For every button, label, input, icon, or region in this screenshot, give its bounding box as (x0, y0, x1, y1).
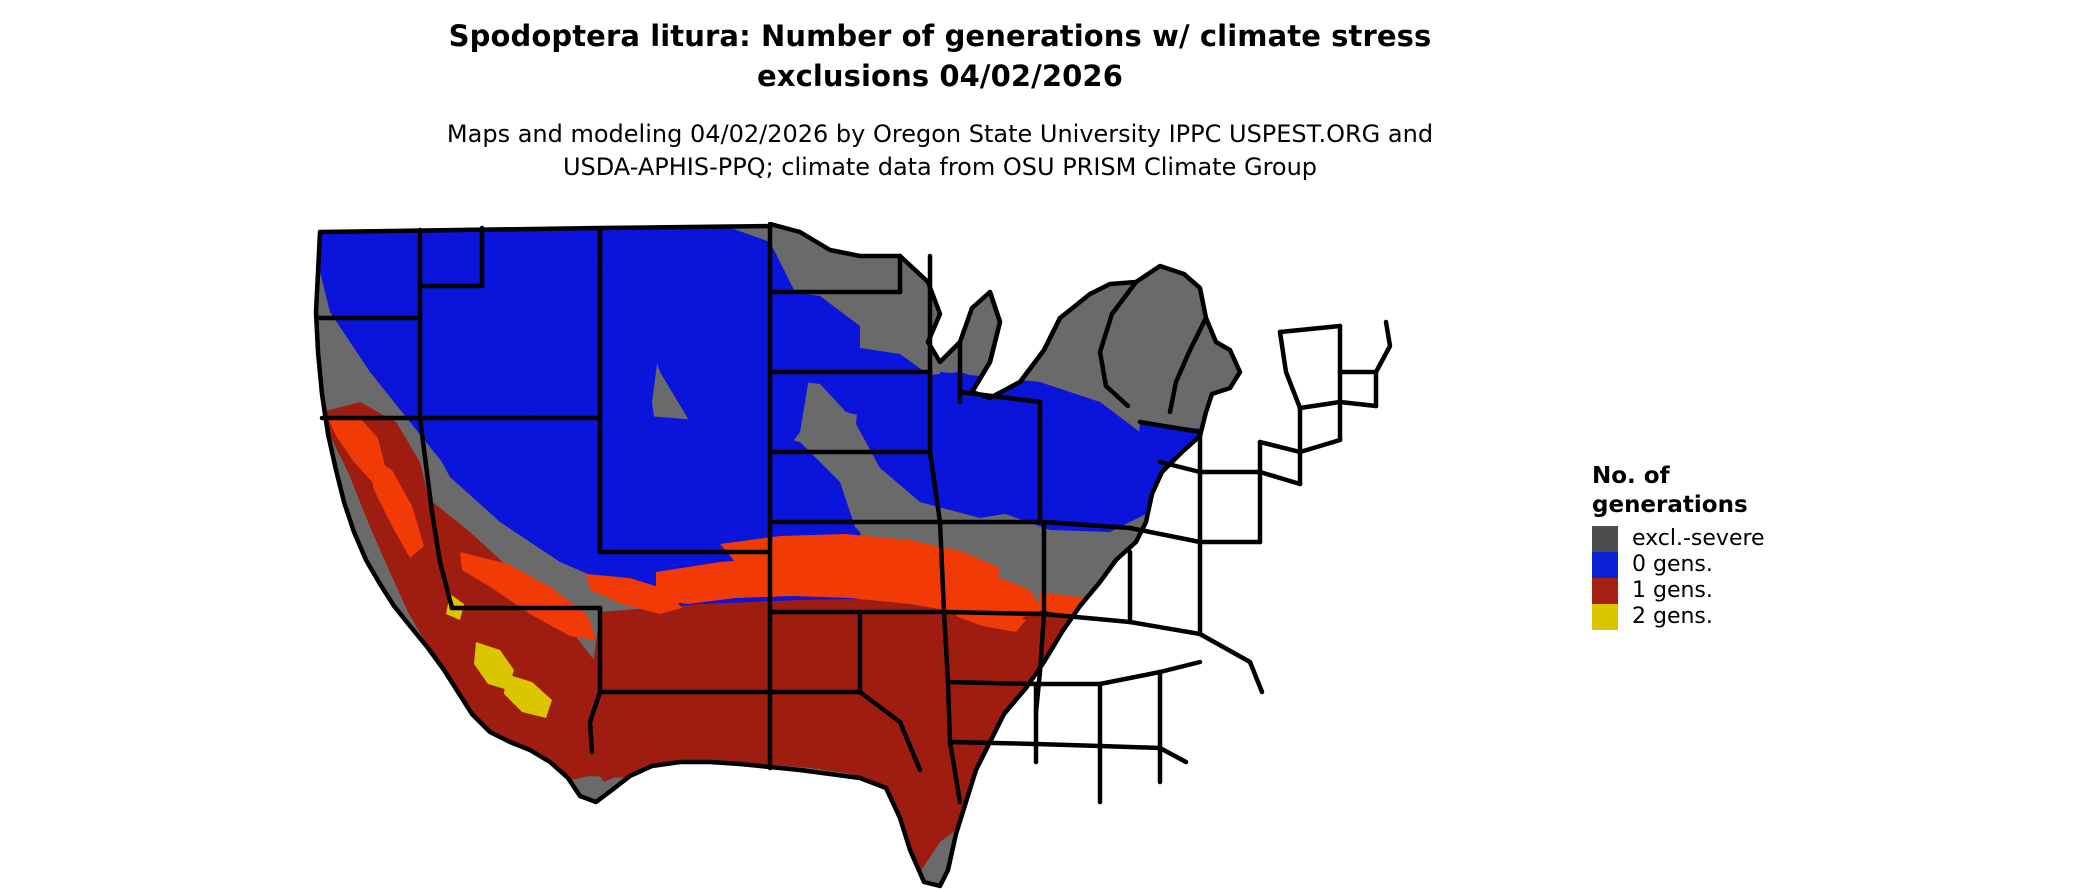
page-title: Spodoptera litura: Number of generations… (0, 16, 1880, 96)
legend-swatch-icon (1592, 578, 1618, 604)
legend-item-label: 0 gens. (1632, 552, 1713, 577)
legend-item-list: excl.-severe 0 gens. 1 gens. 2 gens. (1592, 526, 1852, 630)
legend-swatch-icon (1592, 526, 1618, 552)
legend-swatch-icon (1592, 604, 1618, 630)
subtitle-line-1: Maps and modeling 04/02/2026 by Oregon S… (446, 120, 1434, 148)
legend-item-label: excl.-severe (1632, 526, 1765, 551)
legend-title-line-2: generations (1592, 492, 1748, 518)
legend-title-line-1: No. of (1592, 463, 1670, 489)
legend-item: 0 gens. (1592, 552, 1852, 578)
subtitle-line-2: USDA-APHIS-PPQ; climate data from OSU PR… (562, 153, 1318, 181)
page-subtitle: Maps and modeling 04/02/2026 by Oregon S… (0, 118, 1880, 184)
legend-item-label: 2 gens. (1632, 604, 1713, 629)
legend-item: excl.-severe (1592, 526, 1852, 552)
title-line-2: exclusions 04/02/2026 (757, 59, 1123, 93)
us-choropleth-map (300, 222, 1580, 892)
map-legend: No. of generations excl.-severe 0 gens. 1 … (1592, 462, 1852, 630)
legend-item-label: 1 gens. (1632, 578, 1713, 603)
map-svg (313, 222, 1393, 889)
title-line-1: Spodoptera litura: Number of generations… (448, 19, 1432, 53)
legend-item: 1 gens. (1592, 578, 1852, 604)
legend-item: 2 gens. (1592, 604, 1852, 630)
legend-swatch-icon (1592, 552, 1618, 578)
legend-title: No. of generations (1592, 462, 1777, 520)
map-boundaries (313, 222, 1393, 889)
